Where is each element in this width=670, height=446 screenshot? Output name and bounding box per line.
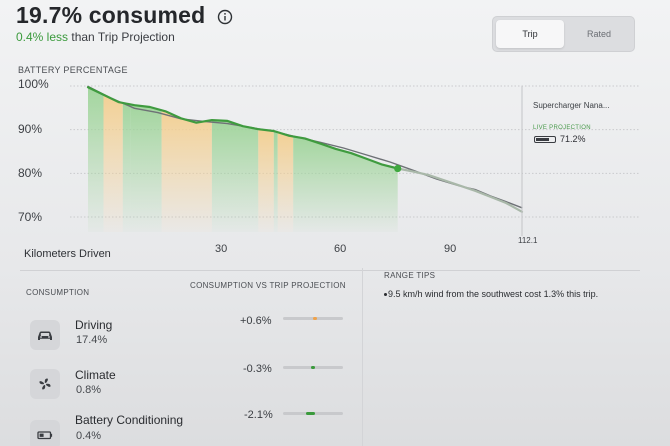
trip-comparison: 0.4% less than Trip Projection bbox=[16, 30, 175, 44]
destination-label: Supercharger Nana... bbox=[533, 101, 610, 110]
y-tick-100: 100% bbox=[18, 77, 49, 91]
driving-label: Driving bbox=[75, 318, 113, 332]
x-axis-title: Kilometers Driven bbox=[24, 248, 111, 260]
climate-delta-bar bbox=[283, 366, 343, 369]
battery-conditioning-label: Battery Conditioning bbox=[75, 413, 184, 427]
battery-conditioning-delta-bar bbox=[283, 412, 343, 415]
actual-consumption-line bbox=[86, 86, 399, 170]
chart-section-label: BATTERY PERCENTAGE bbox=[18, 65, 128, 75]
battery-fill bbox=[536, 138, 549, 141]
efficiency-band-8 bbox=[277, 132, 294, 232]
battery-conditioning-value: 0.4% bbox=[76, 430, 102, 442]
battery-icon-small bbox=[534, 136, 556, 143]
efficiency-band-5 bbox=[211, 120, 259, 232]
battery-conditioning-delta: -2.1% bbox=[244, 409, 273, 421]
battery-conditioning-icon-tile bbox=[30, 420, 60, 446]
efficiency-band-7 bbox=[273, 131, 278, 232]
y-tick-70: 70% bbox=[18, 210, 43, 224]
comparison-text: than Trip Projection bbox=[71, 30, 175, 44]
climate-icon-tile bbox=[30, 369, 60, 399]
live-projection-value: 71.2% bbox=[560, 134, 586, 144]
efficiency-band-2 bbox=[122, 102, 131, 233]
efficiency-band-6 bbox=[258, 129, 274, 232]
battery-icon bbox=[37, 431, 53, 440]
climate-value: 0.8% bbox=[76, 384, 102, 396]
efficiency-band-3 bbox=[130, 104, 162, 232]
efficiency-band-1 bbox=[103, 94, 123, 232]
consumption-header: CONSUMPTION bbox=[26, 288, 90, 297]
x-end-label: 112.1 bbox=[518, 236, 538, 245]
driving-value: 17.4% bbox=[76, 334, 108, 346]
climate-delta-marker bbox=[311, 366, 315, 369]
rated-tab[interactable]: Rated bbox=[586, 29, 612, 39]
x-tick-60: 60 bbox=[334, 243, 347, 255]
driving-delta-marker bbox=[313, 317, 317, 320]
tip-bullet bbox=[384, 293, 387, 296]
climate-label: Climate bbox=[75, 368, 116, 382]
section-divider bbox=[20, 270, 640, 271]
info-icon[interactable] bbox=[217, 9, 233, 25]
car-icon bbox=[38, 331, 52, 340]
climate-delta: -0.3% bbox=[243, 363, 272, 375]
y-tick-80: 80% bbox=[18, 166, 43, 180]
vs-projection-header: CONSUMPTION VS TRIP PROJECTION bbox=[190, 281, 346, 290]
x-tick-30: 30 bbox=[215, 243, 228, 255]
driving-icon-tile bbox=[30, 320, 60, 350]
live-projection-line bbox=[396, 167, 524, 213]
consumed-title: 19.7% consumed bbox=[16, 2, 206, 28]
range-tips-header: RANGE TIPS bbox=[384, 271, 436, 280]
comparison-delta: 0.4% less bbox=[16, 30, 69, 44]
current-position-dot bbox=[394, 164, 402, 173]
battery-conditioning-delta-marker bbox=[305, 412, 315, 415]
column-divider bbox=[362, 268, 363, 446]
efficiency-band-9 bbox=[293, 136, 398, 232]
fan-icon bbox=[39, 378, 51, 390]
x-tick-90: 90 bbox=[444, 243, 457, 255]
efficiency-band-0 bbox=[88, 87, 104, 232]
trip-tab[interactable]: Trip bbox=[496, 20, 564, 48]
driving-delta: +0.6% bbox=[240, 315, 272, 327]
trip-rated-toggle: Trip Rated bbox=[492, 16, 635, 52]
driving-delta-bar bbox=[283, 317, 343, 320]
efficiency-band-4 bbox=[161, 110, 212, 232]
y-tick-90: 90% bbox=[18, 122, 43, 136]
live-projection-label: LIVE PROJECTION bbox=[533, 125, 591, 131]
range-tip-item: 9.5 km/h wind from the southwest cost 1.… bbox=[388, 289, 599, 299]
